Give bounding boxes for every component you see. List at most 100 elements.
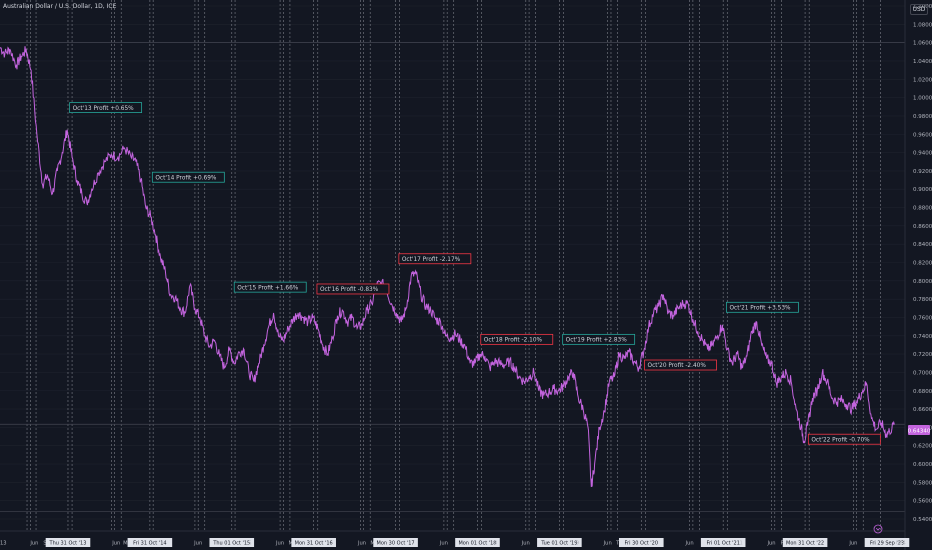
x-tick-label: Thu 31 Oct '13 [49, 541, 87, 547]
go-to-latest-icon[interactable] [873, 524, 883, 534]
x-tick-label: Fri 31 Oct '14 [133, 541, 166, 547]
x-tick-box [700, 538, 746, 547]
annotation-loss: Oct'22 Profit -0.70% [807, 433, 881, 445]
y-tick-label: 1.04000 [913, 59, 932, 65]
horizontal-lines [0, 42, 905, 513]
annotation-loss: Oct'16 Profit -0.83% [316, 283, 390, 295]
grid [0, 5, 905, 520]
y-tick-label: 0.54000 [913, 517, 932, 523]
x-tick-label: Fri 29 Sep '23 [870, 541, 904, 547]
annotation-label: Oct'19 Profit +2.83% [566, 338, 628, 344]
chart-title: Australian Dollar / U.S. Dollar, 1D, ICE [3, 3, 117, 10]
x-tick-label: Tue 01 Oct '19 [540, 541, 577, 547]
annotation-box [562, 333, 636, 345]
annotation-box [644, 359, 717, 371]
x-tick-box [537, 538, 582, 547]
annotation-label: Oct'14 Profit +0.69% [155, 175, 217, 181]
x-tick-label: Jun [439, 541, 448, 547]
currency-button[interactable]: USD [910, 4, 928, 15]
annotation-profit: Oct'14 Profit +0.69% [151, 171, 225, 183]
annotations: Oct'13 Profit +0.65% Oct'14 Profit +0.69%… [69, 102, 881, 445]
x-tick-label: Jun [357, 541, 366, 547]
x-tick-label: Fri 01 Oct '21 [706, 541, 739, 547]
x-tick-label: M [370, 541, 374, 547]
x-tick-box [782, 538, 828, 547]
x-tick-label: Ma [123, 541, 131, 547]
annotation-profit: Oct'21 Profit +3.53% [726, 301, 799, 313]
x-tick-label: Jun [193, 541, 202, 547]
x-tick-label: Fri 30 Oct '20 [625, 541, 658, 547]
x-tick-label: Jun [111, 541, 120, 547]
annotation-loss: Oct'20 Profit -2.40% [644, 359, 717, 371]
annotation-profit: Oct'19 Profit +2.83% [562, 333, 636, 345]
annotation-profit: Oct'13 Profit +0.65% [69, 102, 143, 113]
y-tick-label: 1.02000 [913, 77, 932, 83]
annotation-label: Oct'21 Profit +3.53% [729, 306, 791, 312]
x-tick-box [618, 538, 664, 547]
x-tick-label: S [43, 541, 46, 547]
x-tick-label: Jun [29, 541, 38, 547]
annotation-label: Oct'22 Profit -0.70% [811, 437, 870, 443]
annotation-label: Oct'17 Profit -2.17% [402, 257, 461, 263]
x-tick-label: Jun [848, 541, 857, 547]
x-tick-box [864, 538, 910, 547]
x-tick-label: 024 [896, 541, 907, 547]
x-tick-label: Mon 31 Oct '22 [786, 541, 824, 547]
x-tick-box [291, 538, 336, 547]
annotation-box [807, 433, 881, 445]
annotation-box [316, 283, 390, 295]
x-tick-label: S [248, 541, 251, 547]
x-tick-box [45, 538, 91, 547]
x-tick-label: Mon 31 Oct '16 [295, 541, 333, 547]
annotation-loss: Oct'17 Profit -2.17% [398, 253, 472, 265]
annotation-label: Oct'16 Profit -0.83% [320, 287, 379, 293]
y-tick-label: 1.08000 [913, 22, 932, 28]
price-axis[interactable]: 1.10000 1.08000 1.06000 1.04000 1.02000 1.000… [913, 4, 932, 523]
x-tick-box [127, 538, 173, 547]
x-tick-label: Jun [275, 541, 284, 547]
annotation-box [69, 102, 143, 113]
y-tick-label: 1.06000 [913, 41, 932, 47]
annotation-box [233, 281, 307, 293]
x-tick-label: M [289, 541, 293, 547]
x-tick-label: 1 [740, 541, 743, 547]
annotation-loss: Oct'18 Profit -2.10% [480, 333, 554, 345]
last-price-badge: 0.64340 [908, 425, 931, 435]
x-tick-label: 9 [576, 541, 579, 547]
x-tick-label: Mon 01 Oct '18 [458, 541, 496, 547]
annotation-box [151, 171, 225, 183]
annotation-box [726, 301, 799, 313]
annotation-label: Oct'20 Profit -2.40% [648, 363, 707, 369]
x-tick-label: 8 [494, 541, 497, 547]
x-tick-label: Tr [615, 541, 621, 547]
annotation-label: Oct'15 Profit +1.66% [237, 285, 299, 291]
annotation-label: Oct'13 Profit +0.65% [73, 106, 135, 112]
x-tick-label: Jun [685, 541, 694, 547]
annotation-box [398, 253, 472, 265]
last-price-label: 0.64340 [908, 429, 931, 435]
